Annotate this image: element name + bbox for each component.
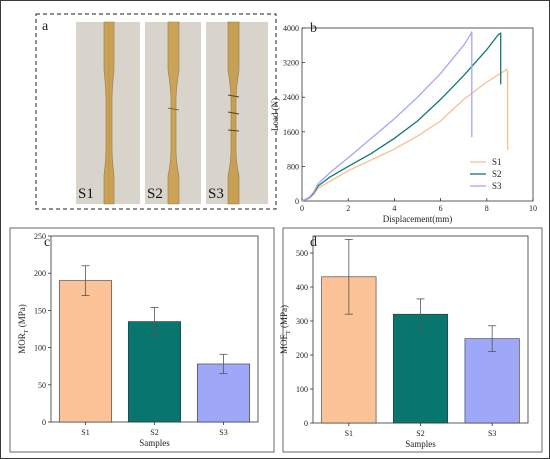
y-tick-label: 200 <box>296 351 308 360</box>
y-axis-label: MOET (MPa) <box>279 305 292 354</box>
specimen-s1-photo <box>103 21 115 205</box>
y-tick-label: 4000 <box>283 24 299 33</box>
y-tick-label: 300 <box>296 317 308 326</box>
x-tick-label: 4 <box>392 204 396 213</box>
panel-c-content: 0 50 100 150 200 250 S1 S2 S3 Samples MORT (MPa) <box>17 232 259 448</box>
y-tick-label: 200 <box>34 269 46 278</box>
panel-d-label: d <box>310 235 317 250</box>
x-tick-label: S2 <box>416 429 424 438</box>
panel-b-label: b <box>310 21 317 36</box>
x-tick-label: 0 <box>300 204 304 213</box>
y-tick-label: 250 <box>34 232 46 241</box>
specimen-label-s1: S1 <box>78 186 94 202</box>
x-tick-label: 10 <box>529 204 537 213</box>
x-tick-label: S1 <box>81 428 89 437</box>
x-axis-label: Samples <box>139 438 170 448</box>
panel-c-border <box>9 227 275 453</box>
x-axis-label: Displacement(mm) <box>383 214 452 224</box>
x-tick-label: 2 <box>346 204 350 213</box>
specimen-label-s2: S2 <box>147 186 163 202</box>
panel-b-legend: S1 S2 S3 <box>470 157 502 191</box>
y-axis-label: MORT (MPa) <box>17 304 30 353</box>
legend-label-s3: S3 <box>492 181 502 191</box>
panel-b-axes: 0 2 4 6 8 10 0 800 1600 2400 3200 4000 Displacement(… <box>270 24 537 224</box>
y-tick-label: 1600 <box>283 128 299 137</box>
y-tick-label: 500 <box>296 249 308 258</box>
bar-s1 <box>58 280 113 423</box>
photo-gap <box>201 22 206 204</box>
y-axis-label: Load (N) <box>270 98 280 131</box>
panel-c-chart: c 0 50 100 150 200 250 S1 S2 S3 Samples MORT (MPa) <box>9 227 275 453</box>
specimen-label-s3: S3 <box>208 186 224 202</box>
specimen-s2-photo <box>167 21 180 205</box>
panel-d-content: 0 100 200 300 400 500 S1 S2 S3 Samples MOET (MPa) <box>279 235 529 449</box>
series-line-s3 <box>301 31 473 202</box>
plot-frame <box>301 27 534 202</box>
legend-label-s2: S2 <box>492 169 502 179</box>
specimen-s3-photo <box>227 21 240 205</box>
panel-b-chart: b 0 2 4 6 8 10 0 800 1600 2400 3200 4000 Displacemen… <box>270 21 537 224</box>
photo-gap <box>140 22 145 204</box>
series-line-s1 <box>301 67 509 202</box>
y-tick-label: 400 <box>296 283 308 292</box>
panel-a: a S1 S2 S3 <box>35 13 277 210</box>
x-tick-label: 8 <box>485 204 489 213</box>
y-tick-label: 800 <box>287 162 299 171</box>
panel-d-border <box>282 227 543 453</box>
x-tick-label: S3 <box>488 429 496 438</box>
panel-c-label: c <box>44 235 50 250</box>
panel-d-chart: d 0 100 200 300 400 500 S1 S2 S3 Samples MOET (MPa… <box>279 227 543 453</box>
y-tick-label: 3200 <box>283 59 299 68</box>
legend-label-s1: S1 <box>492 157 502 167</box>
bar-s2 <box>392 313 449 424</box>
y-tick-label: 0 <box>42 418 46 427</box>
y-tick-label: 0 <box>295 197 299 206</box>
x-tick-label: S3 <box>219 428 227 437</box>
bar-s3 <box>464 338 520 424</box>
y-tick-label: 100 <box>34 344 46 353</box>
y-tick-label: 100 <box>296 385 308 394</box>
x-tick-label: 6 <box>439 204 443 213</box>
series-line-s2 <box>301 32 502 202</box>
y-tick-label: 150 <box>34 306 46 315</box>
y-tick-label: 0 <box>304 419 308 428</box>
bar-s2 <box>127 321 182 423</box>
x-axis-label: Samples <box>405 439 436 449</box>
x-tick-label: S1 <box>345 429 353 438</box>
x-tick-label: S2 <box>150 428 158 437</box>
panel-b-series <box>301 31 509 202</box>
panel-a-label: a <box>42 19 49 34</box>
y-tick-label: 50 <box>38 381 46 390</box>
y-tick-label: 2400 <box>283 93 299 102</box>
